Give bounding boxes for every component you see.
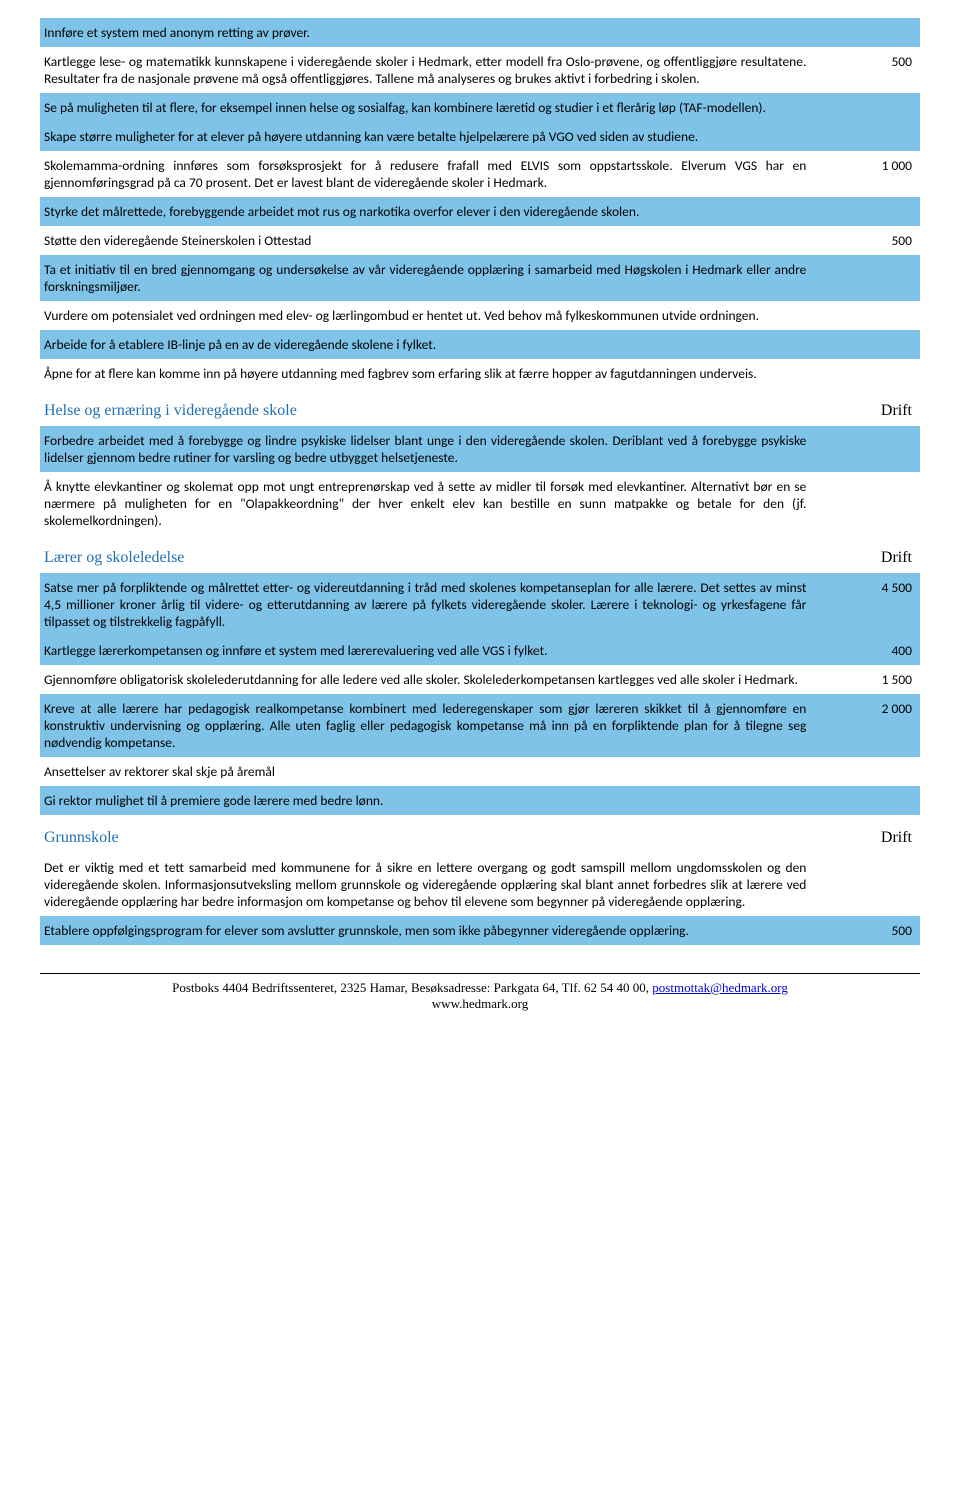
section2-val: Drift (814, 388, 920, 426)
table-row: Innføre et system med anonym retting av … (40, 18, 920, 47)
row-value (814, 197, 920, 226)
row-value (814, 786, 920, 815)
row-value: 500 (814, 47, 920, 93)
row-value: 1 000 (814, 151, 920, 197)
table-row: Ansettelser av rektorer skal skje på åre… (40, 757, 920, 786)
row-text: Kartlegge lese- og matematikk kunnskapen… (40, 47, 814, 93)
row-value: 500 (814, 916, 920, 945)
row-value (814, 853, 920, 916)
row-text: Skape større muligheter for at elever på… (40, 122, 814, 151)
row-value: 4 500 (814, 573, 920, 636)
row-text: Ta et initiativ til en bred gjennomgang … (40, 255, 814, 301)
row-text: Vurdere om potensialet ved ordningen med… (40, 301, 814, 330)
section2-title: Helse og ernæring i videregående skole (40, 388, 814, 426)
row-text: Skolemamma-ordning innføres som forsøksp… (40, 151, 814, 197)
row-value (814, 472, 920, 535)
row-value: 1 500 (814, 665, 920, 694)
footer-text: Postboks 4404 Bedriftssenteret, 2325 Ham… (172, 980, 652, 995)
row-text: Forbedre arbeidet med å forebygge og lin… (40, 426, 814, 472)
row-text: Se på muligheten til at flere, for eksem… (40, 93, 814, 122)
table-row: Åpne for at flere kan komme inn på høyer… (40, 359, 920, 388)
table-row: Skolemamma-ordning innføres som forsøksp… (40, 151, 920, 197)
row-text: Å knytte elevkantiner og skolemat opp mo… (40, 472, 814, 535)
table-row: Etablere oppfølgingsprogram for elever s… (40, 916, 920, 945)
row-text: Innføre et system med anonym retting av … (40, 18, 814, 47)
table-row: Styrke det målrettede, forebyggende arbe… (40, 197, 920, 226)
table-row: Forbedre arbeidet med å forebygge og lin… (40, 426, 920, 472)
section3-title: Lærer og skoleledelse (40, 535, 814, 573)
table-row: Satse mer på forpliktende og målrettet e… (40, 573, 920, 636)
row-text: Gi rektor mulighet til å premiere gode l… (40, 786, 814, 815)
row-text: Ansettelser av rektorer skal skje på åre… (40, 757, 814, 786)
row-text: Etablere oppfølgingsprogram for elever s… (40, 916, 814, 945)
row-text: Arbeide for å etablere IB-linje på en av… (40, 330, 814, 359)
row-value: 500 (814, 226, 920, 255)
row-value (814, 757, 920, 786)
section2-header: Helse og ernæring i videregående skole D… (40, 388, 920, 426)
section4-header: Grunnskole Drift (40, 815, 920, 853)
table-row: Støtte den videregående Steinerskolen i … (40, 226, 920, 255)
content-table-3: Satse mer på forpliktende og målrettet e… (40, 573, 920, 815)
table-row: Se på muligheten til at flere, for eksem… (40, 93, 920, 122)
content-table: Innføre et system med anonym retting av … (40, 18, 920, 388)
table-row: Det er viktig med et tett samarbeid med … (40, 853, 920, 916)
row-text: Kreve at alle lærere har pedagogisk real… (40, 694, 814, 757)
row-value (814, 122, 920, 151)
row-text: Støtte den videregående Steinerskolen i … (40, 226, 814, 255)
row-text: Satse mer på forpliktende og målrettet e… (40, 573, 814, 636)
table-row: Arbeide for å etablere IB-linje på en av… (40, 330, 920, 359)
section3-header: Lærer og skoleledelse Drift (40, 535, 920, 573)
row-value (814, 301, 920, 330)
row-value (814, 330, 920, 359)
table-row: Kartlegge lese- og matematikk kunnskapen… (40, 47, 920, 93)
row-value: 2 000 (814, 694, 920, 757)
page-footer: Postboks 4404 Bedriftssenteret, 2325 Ham… (40, 973, 920, 1012)
table-row: Å knytte elevkantiner og skolemat opp mo… (40, 472, 920, 535)
row-text: Det er viktig med et tett samarbeid med … (40, 853, 814, 916)
section4-title: Grunnskole (40, 815, 814, 853)
row-text: Styrke det målrettede, forebyggende arbe… (40, 197, 814, 226)
table-row: Gjennomføre obligatorisk skolelederutdan… (40, 665, 920, 694)
table-row: Gi rektor mulighet til å premiere gode l… (40, 786, 920, 815)
row-value (814, 359, 920, 388)
table-row: Kreve at alle lærere har pedagogisk real… (40, 694, 920, 757)
row-value (814, 18, 920, 47)
row-text: Åpne for at flere kan komme inn på høyer… (40, 359, 814, 388)
table-row: Kartlegge lærerkompetansen og innføre et… (40, 636, 920, 665)
table-row: Skape større muligheter for at elever på… (40, 122, 920, 151)
row-text: Kartlegge lærerkompetansen og innføre et… (40, 636, 814, 665)
table-row: Vurdere om potensialet ved ordningen med… (40, 301, 920, 330)
row-value: 400 (814, 636, 920, 665)
content-table-2: Forbedre arbeidet med å forebygge og lin… (40, 426, 920, 535)
footer-email-link[interactable]: postmottak@hedmark.org (652, 980, 788, 995)
footer-url: www.hedmark.org (432, 996, 528, 1011)
row-value (814, 93, 920, 122)
row-value (814, 426, 920, 472)
row-text: Gjennomføre obligatorisk skolelederutdan… (40, 665, 814, 694)
section4-val: Drift (814, 815, 920, 853)
content-table-4: Det er viktig med et tett samarbeid med … (40, 853, 920, 945)
table-row: Ta et initiativ til en bred gjennomgang … (40, 255, 920, 301)
section3-val: Drift (814, 535, 920, 573)
row-value (814, 255, 920, 301)
